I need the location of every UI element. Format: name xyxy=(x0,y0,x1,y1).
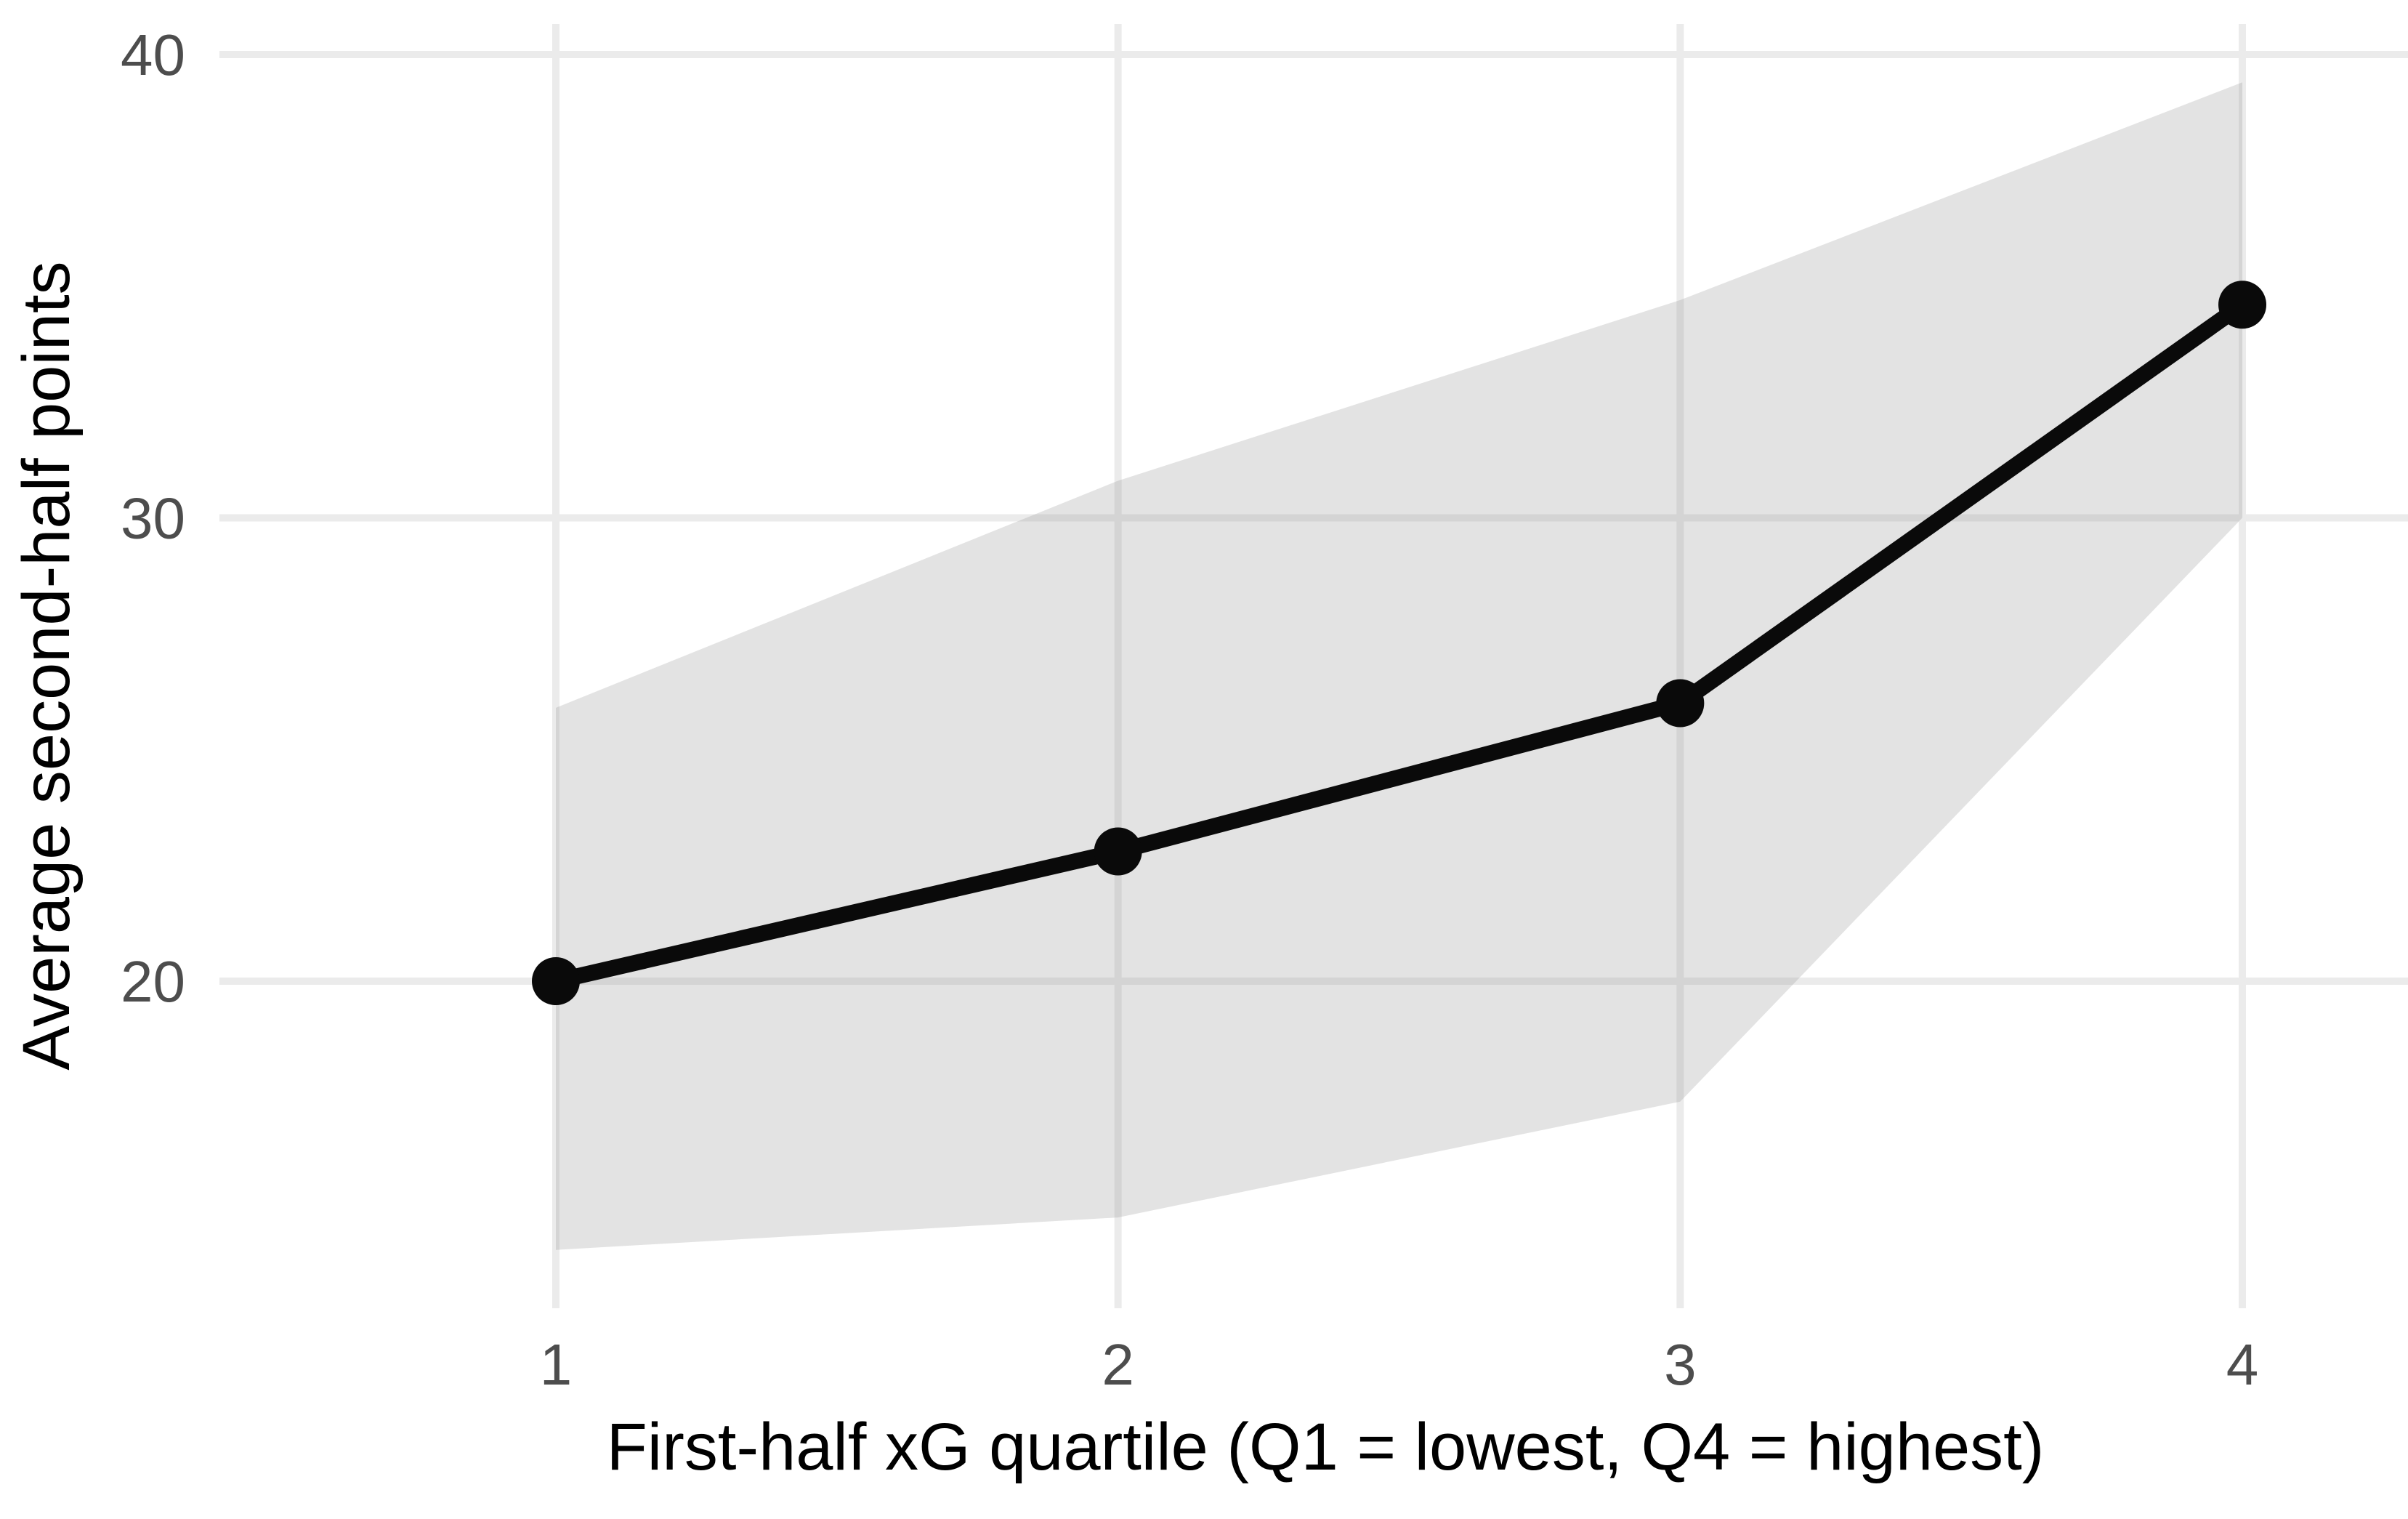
data-point xyxy=(1094,827,1142,876)
x-tick-label: 2 xyxy=(1102,1332,1134,1397)
grid-lines xyxy=(219,24,2408,1308)
x-tick-label: 4 xyxy=(2226,1332,2259,1397)
y-tick-label: 30 xyxy=(121,486,185,551)
x-tick-label: 1 xyxy=(540,1332,573,1397)
data-point xyxy=(2218,281,2267,329)
confidence-ribbon xyxy=(556,82,2243,1250)
data-point xyxy=(1656,679,1705,728)
y-tick-label: 20 xyxy=(121,949,185,1014)
y-tick-labels: 20 30 40 xyxy=(121,23,185,1014)
x-tick-labels: 1 2 3 4 xyxy=(540,1332,2259,1397)
data-points xyxy=(532,281,2267,1005)
y-axis-title: Average second-half points xyxy=(9,261,84,1070)
data-point xyxy=(532,957,580,1005)
y-tick-label: 40 xyxy=(121,23,185,87)
trend-line xyxy=(554,298,2247,989)
x-axis-title: First-half xG quartile (Q1 = lowest, Q4 … xyxy=(607,1410,2045,1484)
x-tick-label: 3 xyxy=(1664,1332,1697,1397)
